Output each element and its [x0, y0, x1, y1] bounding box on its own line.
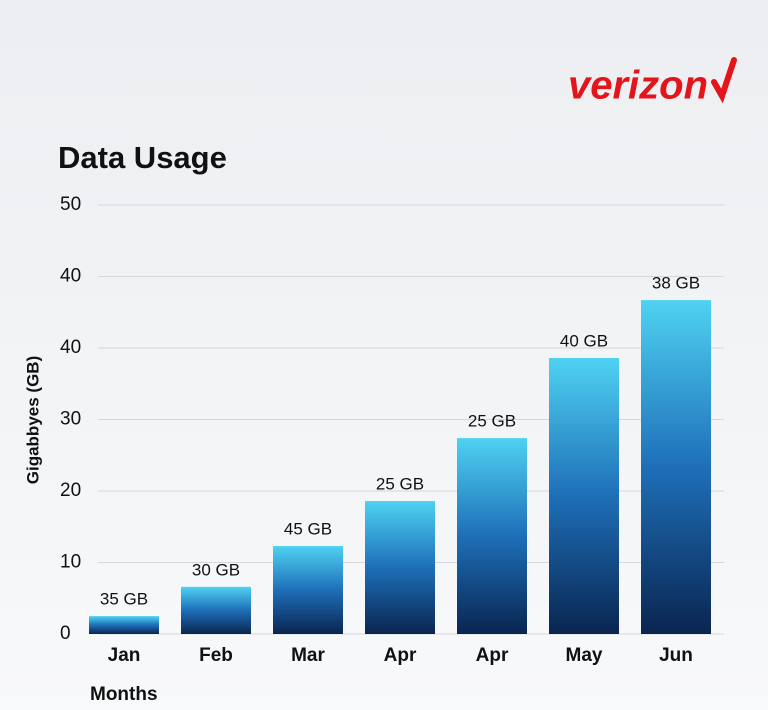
y-tick-label: 40 [60, 337, 81, 358]
y-tick-label: 10 [60, 552, 81, 573]
bar [365, 501, 435, 634]
y-tick-label: 50 [60, 194, 81, 215]
data-label: 45 GB [284, 520, 332, 539]
y-tick-label: 0 [60, 623, 71, 644]
x-tick-label: Mar [291, 645, 325, 666]
data-label: 38 GB [652, 274, 700, 293]
x-axis-label: Months [90, 684, 158, 705]
y-tick-label: 20 [60, 480, 81, 501]
logo-check [711, 57, 737, 104]
data-label: 25 GB [468, 412, 516, 431]
bar [549, 358, 619, 634]
y-tick-label: 40 [60, 266, 81, 287]
bar [457, 438, 527, 634]
bar [181, 586, 251, 634]
bar [641, 300, 711, 634]
y-tick-label: 30 [60, 409, 81, 430]
data-label: 40 GB [560, 331, 608, 350]
x-tick-label: Jun [659, 645, 693, 666]
bar [273, 546, 343, 634]
x-tick-label: Feb [199, 645, 233, 666]
x-tick-label: Apr [384, 645, 417, 666]
x-tick-label: Apr [476, 645, 509, 666]
data-label: 30 GB [192, 560, 240, 579]
y-axis-label: Gigabbyes (GB) [23, 356, 42, 484]
chart-title: Data Usage [58, 140, 227, 175]
data-label: 25 GB [376, 474, 424, 493]
data-label: 35 GB [100, 590, 148, 609]
x-tick-label: Jan [108, 645, 141, 666]
x-tick-label: May [566, 645, 603, 666]
logo: verizon [568, 64, 708, 108]
bar [89, 616, 159, 634]
